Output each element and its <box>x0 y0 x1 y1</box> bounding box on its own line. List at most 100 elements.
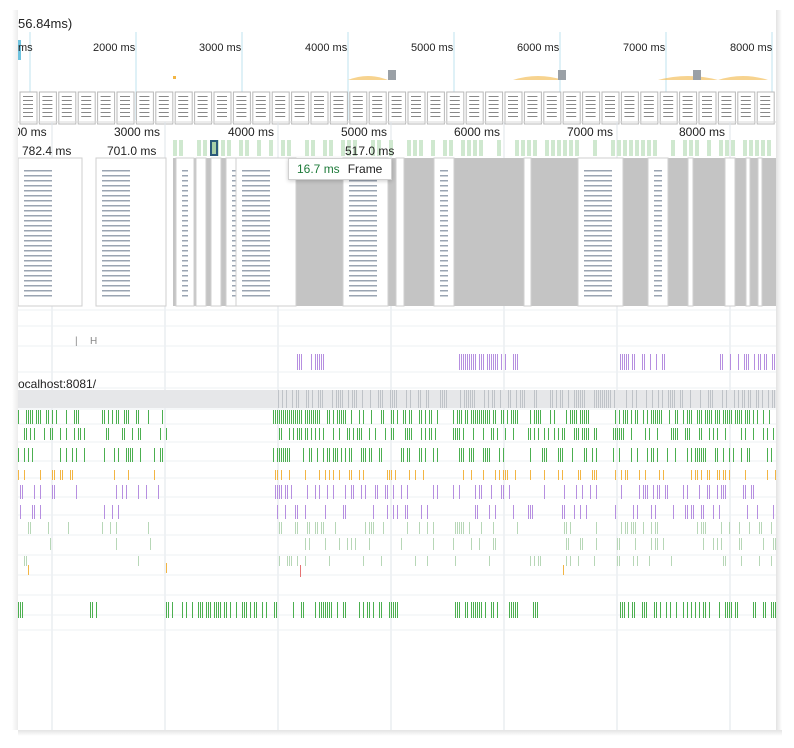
network-request <box>472 390 473 408</box>
flame-chart-event <box>72 470 73 480</box>
flame-chart-event <box>588 410 589 424</box>
frame-bar <box>413 140 417 156</box>
flame-chart-event <box>507 470 508 480</box>
overview-screenshot-border <box>504 91 523 125</box>
flame-chart-event <box>563 565 564 575</box>
flame-chart-event <box>349 448 350 462</box>
overview-screenshot-line <box>255 100 266 101</box>
screenshot-text-line <box>182 235 188 237</box>
flame-chart-event <box>28 565 29 575</box>
network-request <box>670 390 671 408</box>
flame-chart-event <box>307 428 308 440</box>
flame-chart-event <box>643 522 644 534</box>
overview-screenshot-line <box>546 104 557 105</box>
flame-chart-event <box>562 470 563 480</box>
frame-bar <box>551 140 555 156</box>
flame-chart-event <box>116 538 117 550</box>
frame-bar <box>245 140 249 156</box>
flame-chart-event <box>112 410 113 424</box>
network-request <box>550 390 551 408</box>
overview-screenshot-border <box>97 91 116 125</box>
flame-chart-event <box>411 428 412 440</box>
gpu-event <box>773 602 774 618</box>
screenshot-text-line <box>584 170 612 172</box>
overview-screenshot-line <box>702 116 712 117</box>
flame-chart-event <box>493 410 494 424</box>
screenshot-text-line <box>182 240 188 242</box>
flame-chart-event <box>361 485 362 499</box>
screenshot-text-line <box>24 215 52 217</box>
flame-chart-event <box>327 410 328 424</box>
flame-chart-event <box>517 410 518 424</box>
frame-duration-label[interactable]: 701.0 ms <box>107 144 157 158</box>
flame-chart-event <box>711 410 712 424</box>
flame-chart-event <box>20 505 21 519</box>
screenshot-text-line <box>440 275 448 277</box>
flame-chart-event <box>72 448 73 462</box>
network-request <box>606 390 607 408</box>
flame-chart-event <box>621 522 622 534</box>
flame-chart-event <box>393 505 394 519</box>
screenshot-text-line <box>24 260 52 262</box>
flame-chart-event <box>530 505 531 519</box>
flame-chart-event <box>703 522 704 534</box>
flame-chart-event <box>275 485 276 499</box>
overview-tick-label: 4000 ms <box>305 42 348 54</box>
overview-screenshot-line <box>760 116 771 117</box>
overview-screenshot-line <box>663 116 674 117</box>
network-request <box>278 390 279 408</box>
screenshot-text-line <box>654 215 662 217</box>
flame-chart-event <box>389 470 390 480</box>
overview-screenshot-line <box>527 96 538 97</box>
screenshot-text-line <box>654 180 662 182</box>
overview-screenshot-line <box>120 96 130 97</box>
flame-chart-event <box>673 428 674 440</box>
flame-chart-event <box>633 522 634 534</box>
overview-screenshot-line <box>721 100 732 101</box>
screenshot-text-line <box>242 220 270 222</box>
screenshot-text-line <box>242 175 270 177</box>
screenshot-text-line <box>182 265 188 267</box>
flame-chart-event <box>773 538 774 550</box>
flame-chart-event <box>453 428 454 440</box>
flame-chart-event <box>106 428 107 440</box>
network-request <box>508 390 509 408</box>
network-host-label[interactable]: ocalhost:8081/ <box>18 377 97 391</box>
flame-chart-event <box>427 556 428 566</box>
flame-chart-event <box>28 410 29 424</box>
flame-chart-event <box>309 448 310 462</box>
gpu-event <box>220 602 221 618</box>
overview-screenshot-line <box>197 116 208 117</box>
flame-chart-event <box>116 410 117 424</box>
frame-duration-label[interactable]: 782.4 ms <box>22 144 72 158</box>
flame-chart-event <box>351 538 352 550</box>
gpu-event <box>315 602 316 618</box>
flame-chart-event <box>391 428 392 440</box>
tooltip-duration: 16.7 ms <box>297 162 340 176</box>
gpu-event <box>727 602 728 618</box>
flame-chart-event <box>419 448 420 462</box>
network-request <box>406 390 407 408</box>
flame-chart-event <box>291 410 292 424</box>
flame-chart-event <box>405 428 406 440</box>
flame-chart-event <box>515 470 516 480</box>
flame-chart-event <box>580 410 581 424</box>
flame-chart-event <box>528 428 529 440</box>
flame-chart-event <box>491 485 492 499</box>
frame-duration-label[interactable]: 517.0 ms <box>345 144 395 158</box>
screenshot-text-line <box>349 185 377 187</box>
screenshot-text-line <box>242 255 270 257</box>
flame-chart-event <box>657 485 658 499</box>
flame-chart-event <box>705 448 706 462</box>
screenshot-text-line <box>440 190 448 192</box>
overview-screenshot-line <box>275 116 286 117</box>
selected-frame-marker[interactable] <box>210 140 218 156</box>
flame-chart-event <box>457 428 458 440</box>
flame-chart-event <box>317 410 318 424</box>
flame-chart-event <box>617 538 618 550</box>
screenshot-text-line <box>584 175 612 177</box>
flame-chart-event <box>663 538 664 550</box>
screenshot <box>725 158 735 306</box>
timeline-panel[interactable]: 56.84ms) ms 2000 ms 3000 ms 4000 ms 5000… <box>18 10 776 730</box>
interaction-mark <box>744 354 745 370</box>
